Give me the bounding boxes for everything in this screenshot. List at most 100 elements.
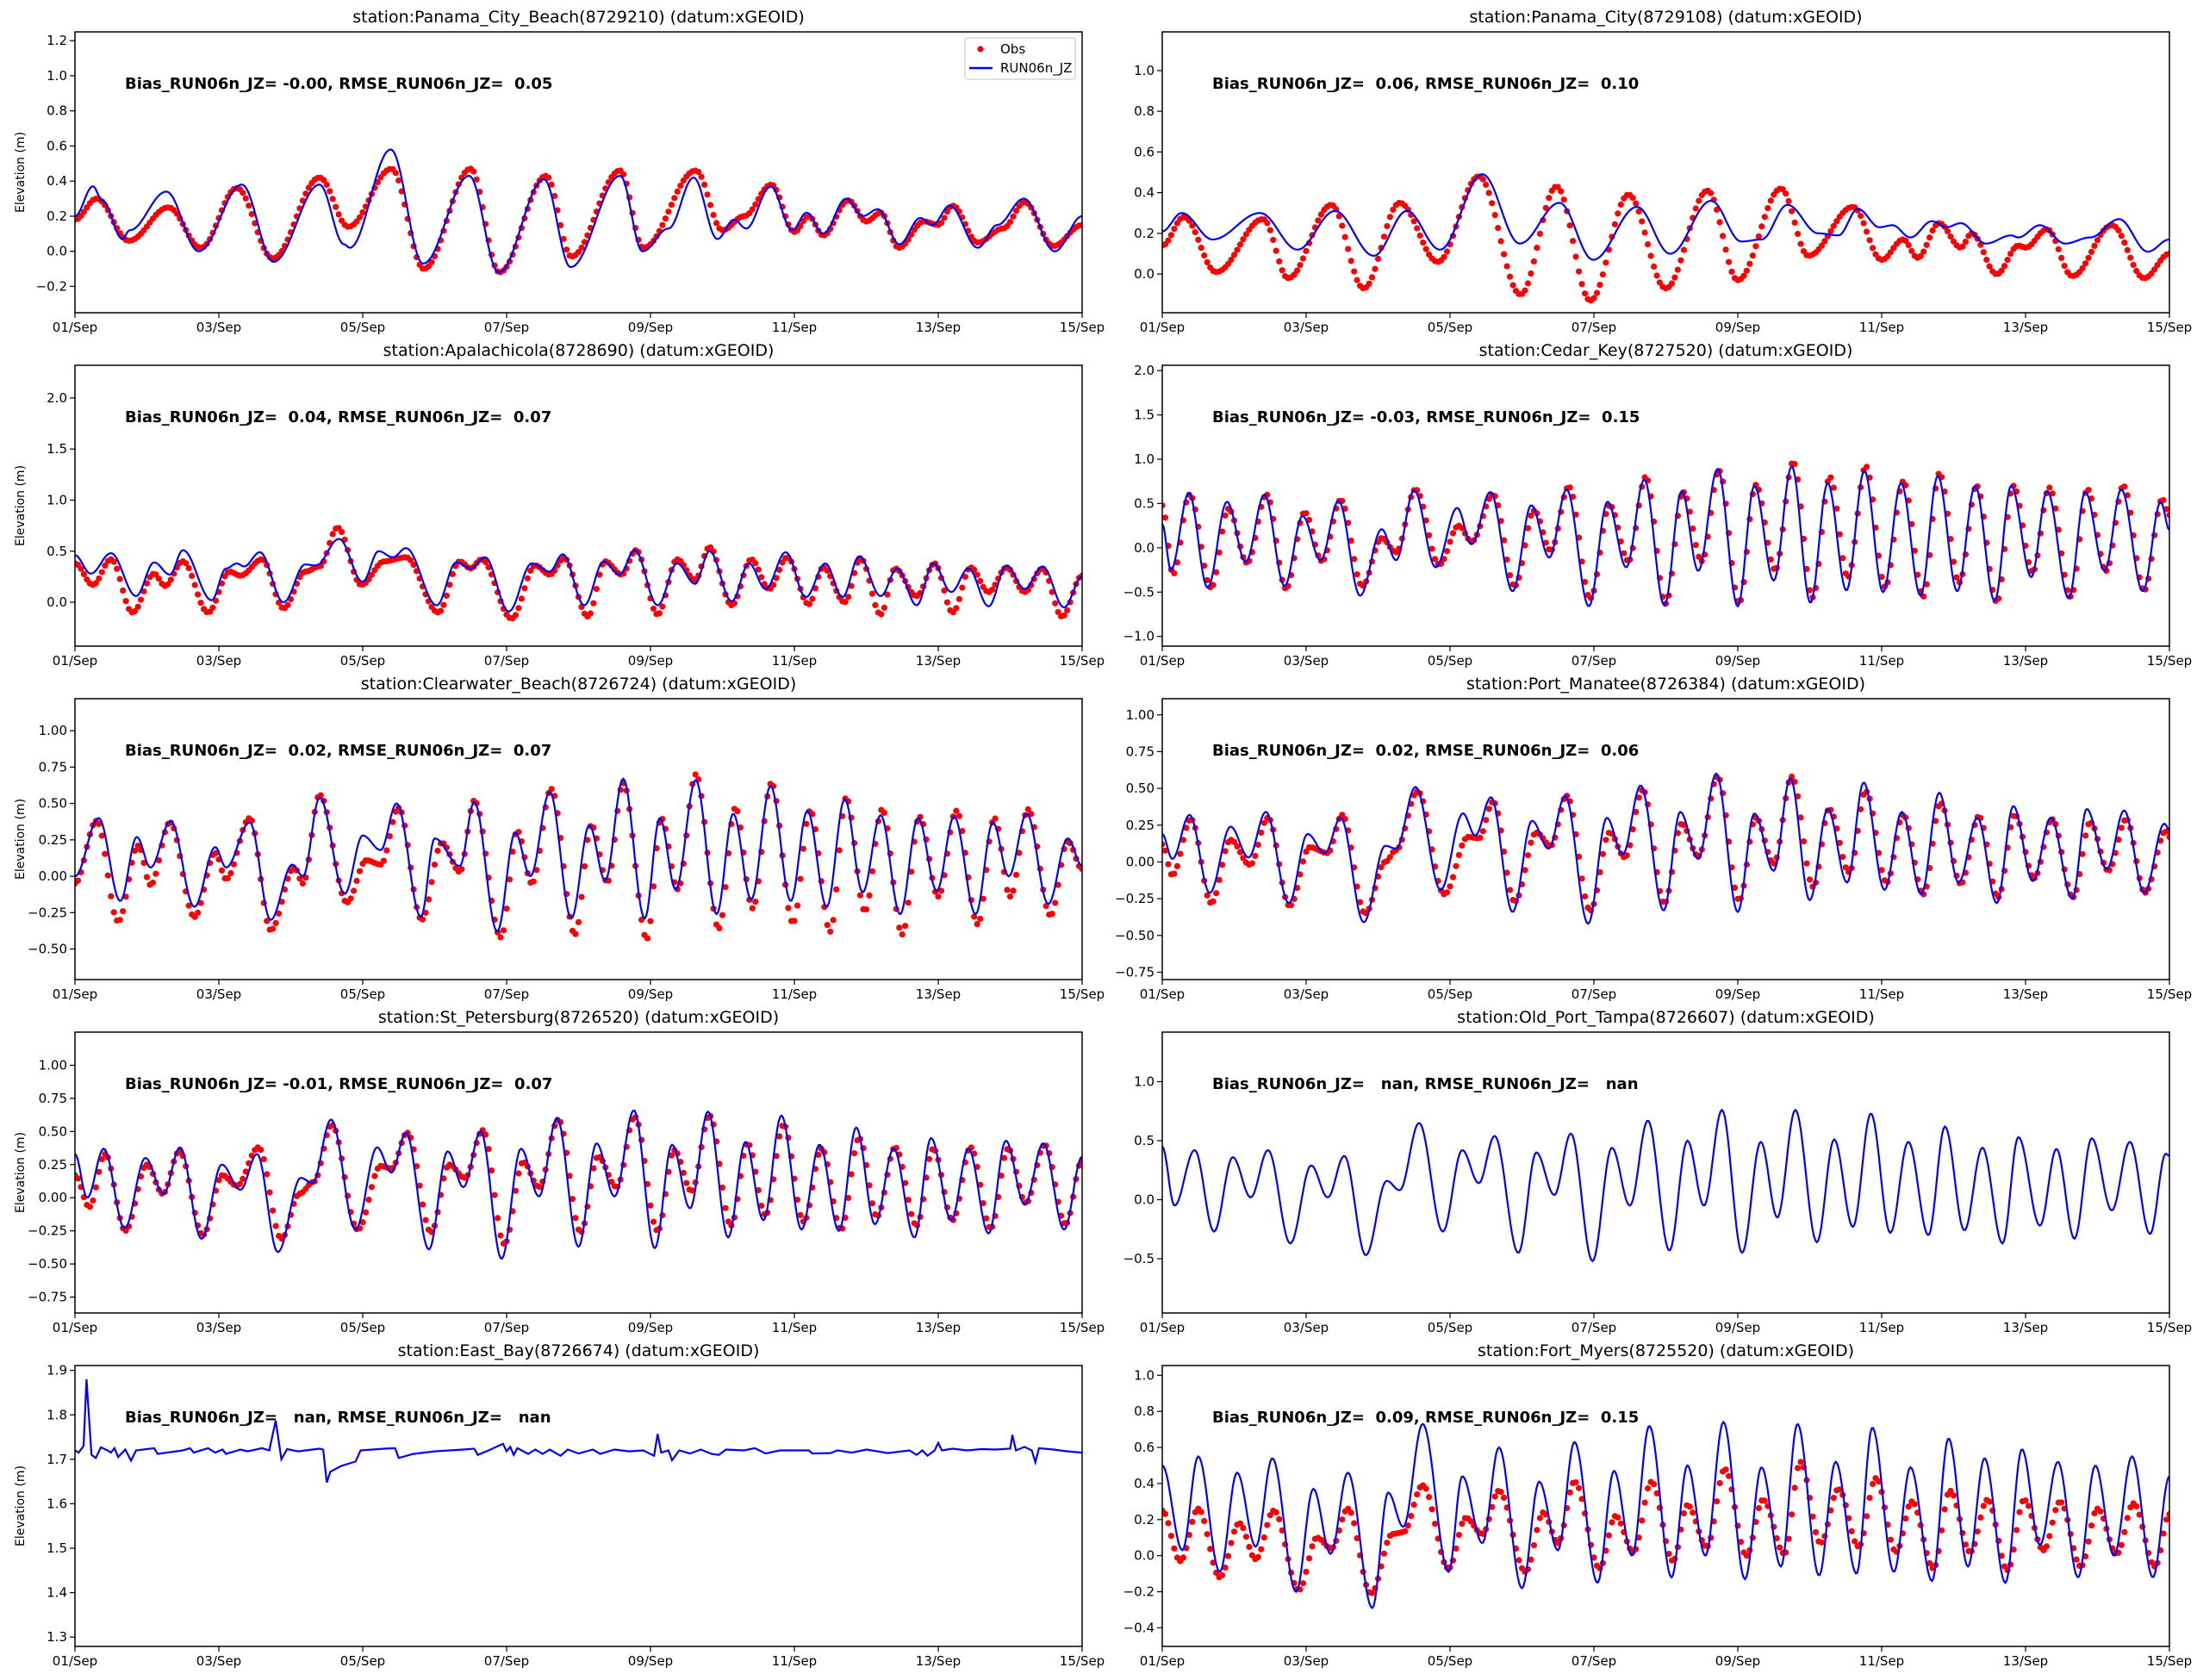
obs-point <box>1260 1534 1267 1541</box>
obs-point <box>1629 826 1636 833</box>
x-tick-label: 09/Sep <box>1715 653 1760 669</box>
obs-point <box>1240 855 1247 862</box>
axes-frame <box>1161 31 2170 314</box>
obs-point <box>1230 1528 1238 1535</box>
obs-point <box>122 1227 129 1235</box>
obs-point <box>1761 214 1768 221</box>
x-tick-label: 05/Sep <box>340 320 385 335</box>
obs-point <box>1503 869 1510 876</box>
obs-point <box>2055 246 2062 252</box>
y-tick-label: 0.6 <box>47 138 67 153</box>
obs-point <box>96 1168 103 1175</box>
bias-rmse-annotation: Bias_RUN06n_JZ= 0.04, RMSE_RUN06n_JZ= 0.… <box>125 408 551 426</box>
obs-point <box>240 190 246 196</box>
obs-point <box>1633 200 1640 207</box>
x-tick-label: 01/Sep <box>53 320 97 335</box>
obs-point <box>1599 271 1606 278</box>
panel-title: station:St_Petersburg(8726520) (datum:xG… <box>378 1008 779 1027</box>
obs-point <box>437 607 445 614</box>
obs-point <box>977 915 984 923</box>
obs-point <box>1974 1528 1981 1535</box>
obs-point <box>548 786 555 793</box>
obs-point <box>1887 249 1894 256</box>
obs-point <box>482 558 489 566</box>
obs-point <box>2049 1519 2056 1526</box>
obs-point <box>1668 280 1676 287</box>
x-tick-label: 05/Sep <box>1428 653 1472 669</box>
obs-point <box>581 863 588 870</box>
x-tick-label: 13/Sep <box>916 653 961 669</box>
obs-point <box>943 208 950 215</box>
obs-point <box>1530 258 1537 264</box>
obs-point <box>1509 282 1516 289</box>
obs-point <box>333 203 339 210</box>
obs-point <box>1716 1479 1723 1487</box>
obs-point <box>2007 251 2014 258</box>
obs-point <box>383 847 390 854</box>
y-tick-label: 0.00 <box>39 868 67 884</box>
obs-point <box>1052 899 1059 906</box>
obs-point <box>1615 1514 1621 1521</box>
obs-point <box>1677 257 1684 264</box>
obs-point <box>935 893 942 900</box>
x-tick-label: 13/Sep <box>916 1653 961 1669</box>
obs-point <box>1635 208 1642 215</box>
obs-point <box>1000 1154 1008 1161</box>
obs-point <box>1570 238 1577 245</box>
obs-point <box>1165 861 1172 868</box>
panel-6: station:St_Petersburg(8726520) (datum:xG… <box>14 1008 1105 1335</box>
obs-point <box>1740 272 1747 279</box>
obs-point <box>120 587 127 594</box>
obs-point <box>1542 539 1549 546</box>
obs-point <box>1165 237 1172 244</box>
y-axis-label: Elevation (m) <box>14 799 28 880</box>
obs-point <box>959 584 966 591</box>
obs-point <box>473 176 480 183</box>
obs-point <box>1368 1590 1376 1596</box>
obs-point <box>1764 205 1771 212</box>
obs-point <box>195 909 202 916</box>
obs-point <box>110 909 117 916</box>
obs-point <box>1714 1498 1721 1505</box>
obs-point <box>659 221 666 228</box>
y-tick-label: 1.2 <box>47 33 67 48</box>
obs-point <box>650 605 657 613</box>
obs-point <box>1923 581 1930 588</box>
obs-point <box>1623 852 1630 859</box>
obs-point <box>96 820 103 828</box>
obs-point <box>1779 186 1786 193</box>
obs-point <box>1926 234 1933 241</box>
obs-point <box>2118 233 2125 240</box>
y-tick-label: −0.25 <box>28 905 67 920</box>
obs-point <box>1404 1522 1411 1529</box>
obs-point <box>758 1202 765 1210</box>
obs-point <box>1926 1559 1933 1567</box>
obs-point <box>495 1215 501 1222</box>
obs-point <box>392 170 399 177</box>
obs-point <box>1162 514 1169 521</box>
obs-point <box>1767 197 1774 204</box>
obs-point <box>1839 555 1846 562</box>
obs-point <box>1536 1515 1543 1521</box>
obs-point <box>734 808 741 815</box>
obs-point <box>443 592 451 600</box>
obs-point <box>1656 279 1664 286</box>
model-series-line <box>75 538 1082 613</box>
obs-point <box>114 565 121 572</box>
obs-point <box>578 893 585 900</box>
obs-point <box>1944 227 1951 234</box>
x-tick-label: 05/Sep <box>340 1653 385 1669</box>
obs-point <box>1902 237 1909 244</box>
x-tick-label: 11/Sep <box>772 320 817 335</box>
obs-point <box>1836 531 1843 538</box>
obs-point <box>1716 219 1723 226</box>
obs-point <box>1171 1545 1178 1552</box>
bias-rmse-annotation: Bias_RUN06n_JZ= 0.02, RMSE_RUN06n_JZ= 0.… <box>1212 742 1639 760</box>
obs-point <box>2136 1511 2143 1518</box>
obs-point <box>1528 270 1534 277</box>
x-tick-label: 15/Sep <box>2147 320 2192 335</box>
x-tick-label: 05/Sep <box>1428 986 1472 1002</box>
obs-point <box>1791 1484 1798 1491</box>
obs-point <box>1179 837 1186 843</box>
panel-title: station:Fort_Myers(8725520) (datum:xGEOI… <box>1478 1341 1854 1360</box>
